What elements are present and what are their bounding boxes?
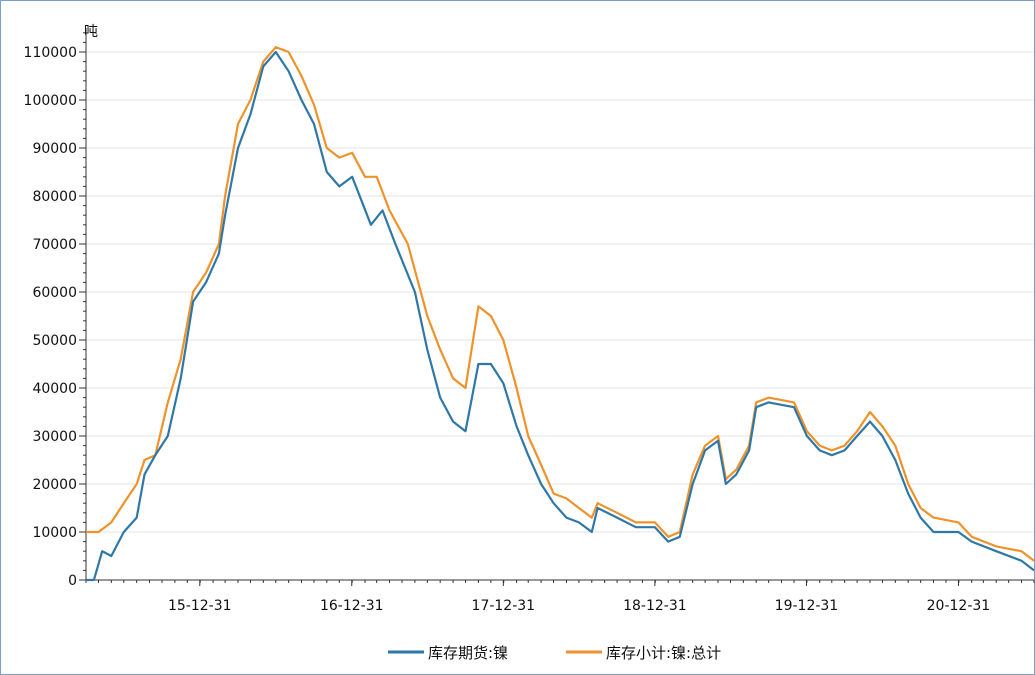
y-tick-label: 90000 (32, 141, 77, 157)
series-layer (86, 46, 1035, 582)
x-tick-label: 20-12-31 (927, 598, 991, 614)
y-tick-label: 10000 (32, 525, 77, 541)
y-tick-label: 100000 (24, 93, 77, 109)
y-tick-label: 80000 (32, 189, 77, 205)
y-tick-label: 70000 (32, 237, 77, 253)
y-axis: 0 10000 20000 30000 40000 50000 60000 70000 8000… (24, 28, 87, 589)
y-tick-label: 60000 (32, 285, 77, 301)
y-tick-label: 50000 (32, 333, 77, 349)
y-axis-unit-label: 吨 (84, 24, 98, 40)
y-tick-label: 110000 (24, 45, 77, 61)
legend-label: 库存小计:镍:总计 (606, 644, 721, 662)
x-tick-label: 16-12-31 (320, 598, 384, 614)
legend-label: 库存期货:镍 (428, 644, 508, 662)
x-axis: 15-12-31 16-12-31 17-12-31 18-12-31 19-12-31… (85, 579, 1035, 614)
series-line (86, 46, 1035, 562)
y-tick-label: 40000 (32, 381, 77, 397)
y-tick-label: 30000 (32, 429, 77, 445)
grid-lines (86, 51, 1034, 533)
series-line (86, 50, 1035, 582)
x-tick-label: 15-12-31 (168, 598, 232, 614)
y-tick-label: 0 (68, 573, 77, 589)
y-tick-label: 20000 (32, 477, 77, 493)
x-tick-label: 17-12-31 (472, 598, 536, 614)
x-tick-label: 18-12-31 (623, 598, 687, 614)
x-tick-label: 19-12-31 (775, 598, 839, 614)
legend: 库存期货:镍 库存小计:镍:总计 (388, 644, 721, 662)
